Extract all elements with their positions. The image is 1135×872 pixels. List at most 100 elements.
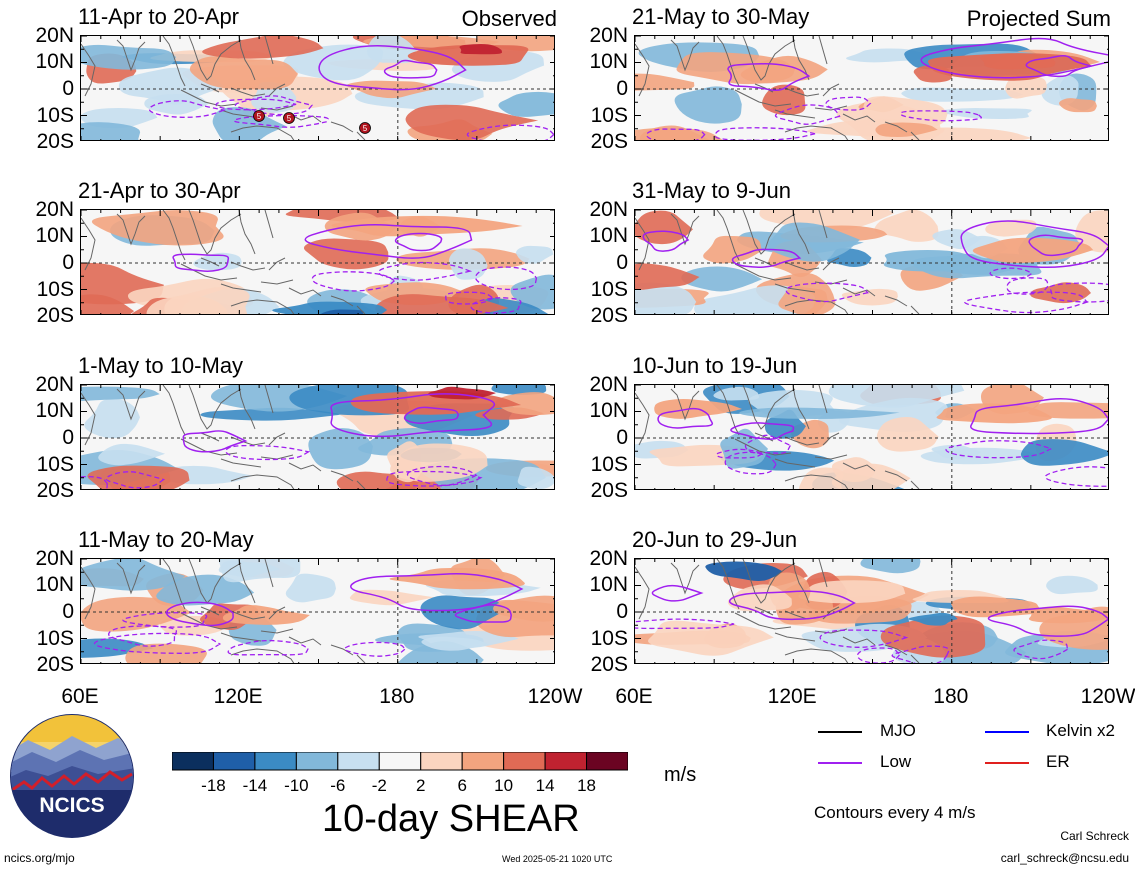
colorbar-swatch	[378, 752, 422, 771]
lat-label: 20N	[35, 198, 74, 221]
lat-label: 20S	[36, 130, 74, 153]
colorbar-swatch	[295, 752, 339, 771]
colorbar-unit: m/s	[664, 764, 697, 786]
legend-label-low: Low	[880, 752, 912, 771]
ncics-logo: NCICS	[10, 714, 134, 838]
lat-label: 10N	[589, 223, 628, 247]
svg-text:5: 5	[363, 124, 368, 133]
shear-field	[635, 559, 1108, 663]
legend-label-er: ER	[1046, 752, 1070, 771]
lat-label: 10S	[590, 104, 628, 128]
colorbar-swatch	[254, 752, 297, 771]
lat-label: 20S	[590, 479, 628, 502]
lat-label: 10S	[590, 278, 628, 302]
colorbar-tick-label: -14	[242, 776, 268, 795]
logo-text: NCICS	[39, 794, 104, 817]
panel-title: 21-May to 30-May	[632, 4, 810, 29]
lat-label: 20N	[35, 24, 74, 47]
panel-title: 11-Apr to 20-Apr	[78, 4, 240, 29]
colorbar-swatch	[337, 752, 380, 771]
lat-label: 10N	[589, 398, 628, 422]
colorbar-tick-label: 6	[457, 776, 467, 795]
map-panel-5	[634, 35, 1109, 141]
shear-field	[81, 559, 554, 663]
panel-title: 21-Apr to 30-Apr	[78, 178, 241, 203]
colorbar-swatch	[172, 752, 214, 771]
map-panel-2	[80, 209, 555, 315]
lat-label: 10S	[36, 453, 74, 477]
contours-note: Contours every 4 m/s	[814, 803, 976, 822]
colorbar-swatch	[503, 752, 546, 771]
map-panel-1: 5 5 5	[80, 35, 555, 141]
map-panel-4	[80, 558, 555, 664]
lat-label: 0	[62, 600, 74, 623]
lat-label: 20N	[589, 373, 628, 396]
lat-label: 20N	[589, 198, 628, 221]
legend-label-mjo: MJO	[880, 721, 916, 740]
panel-title: 11-May to 20-May	[78, 527, 254, 552]
footer-author: Carl Schreck	[1060, 829, 1129, 843]
lon-label: 120E	[767, 685, 817, 708]
lat-label: 10S	[36, 278, 74, 302]
lat-label: 20N	[589, 24, 628, 47]
lat-label: 0	[616, 77, 628, 100]
svg-text:5: 5	[257, 112, 262, 121]
colorbar-swatch	[544, 752, 588, 771]
footer-url: ncics.org/mjo	[4, 851, 75, 865]
figure-title: 10-day SHEAR	[322, 798, 580, 840]
panel-tag: Observed	[461, 6, 557, 31]
lat-label: 10N	[35, 49, 74, 73]
lat-label: 20S	[590, 653, 628, 676]
storm-marker: 5	[359, 122, 371, 134]
map-panel-6	[634, 209, 1109, 315]
lon-label: 120E	[213, 685, 263, 708]
lat-label: 10S	[590, 453, 628, 477]
colorbar-swatch	[586, 752, 628, 771]
panel-title: 1-May to 10-May	[78, 353, 244, 378]
lat-label: 0	[62, 77, 74, 100]
legend-line-low	[818, 762, 862, 764]
lat-label: 0	[616, 251, 628, 274]
lat-label: 10N	[589, 572, 628, 596]
lat-label: 0	[62, 251, 74, 274]
colorbar-tick-label: 10	[494, 776, 514, 795]
lat-label: 20N	[589, 547, 628, 570]
panel-title: 20-Jun to 29-Jun	[632, 527, 798, 552]
colorbar-swatch	[420, 752, 463, 771]
lat-label: 10S	[590, 627, 628, 651]
lat-label: 0	[616, 600, 628, 623]
lon-label: 180	[379, 685, 415, 708]
footer-email: carl_schreck@ncsu.edu	[1000, 851, 1129, 865]
shear-field	[635, 36, 1108, 140]
svg-text:5: 5	[287, 114, 292, 123]
legend-line-mjo	[818, 731, 862, 733]
lon-label: 120W	[1080, 685, 1135, 708]
lat-label: 0	[616, 426, 628, 449]
map-panel-3	[80, 384, 555, 490]
footer-timestamp: Wed 2025-05-21 1020 UTC	[502, 854, 613, 864]
storm-marker: 5	[253, 110, 265, 122]
shear-field	[635, 385, 1108, 489]
colorbar-tick-label: -2	[371, 776, 387, 795]
lat-label: 20S	[36, 653, 74, 676]
colorbar-swatch	[461, 752, 505, 771]
lat-label: 10N	[35, 572, 74, 596]
colorbar-tick-label: -6	[330, 776, 346, 795]
colorbar-tick-label: 14	[535, 776, 555, 795]
colorbar-tick-label: 2	[415, 776, 426, 795]
lat-label: 20S	[36, 479, 74, 502]
lat-label: 20S	[36, 304, 74, 327]
lat-label: 10S	[36, 627, 74, 651]
lat-label: 10N	[589, 49, 628, 73]
panel-title: 31-May to 9-Jun	[632, 178, 791, 203]
map-panel-7	[634, 384, 1109, 490]
lat-label: 10N	[35, 398, 74, 422]
shear-field: 5 5 5	[81, 36, 554, 140]
lon-label: 180	[933, 685, 969, 708]
panel-tag: Projected Sum	[966, 6, 1111, 31]
legend-line-er	[985, 762, 1029, 764]
lon-label: 60E	[615, 685, 653, 708]
legend-line-kelvin	[985, 731, 1029, 733]
colorbar	[172, 752, 628, 771]
lat-label: 20N	[35, 373, 74, 396]
